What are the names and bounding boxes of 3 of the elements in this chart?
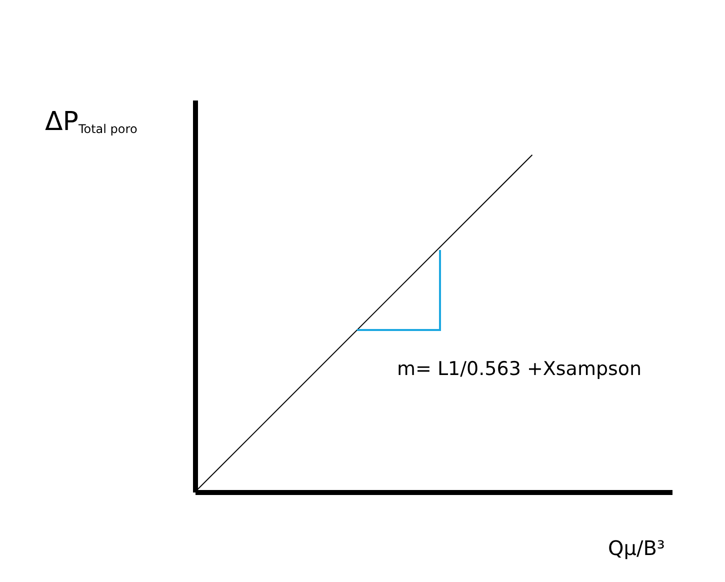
annotation: m= L1/0.563 +Xsampson [397, 358, 642, 380]
x-axis-title: Qμ/B³ [608, 536, 665, 560]
y-axis-title: ΔP$_{Total poro}$ [45, 107, 138, 137]
